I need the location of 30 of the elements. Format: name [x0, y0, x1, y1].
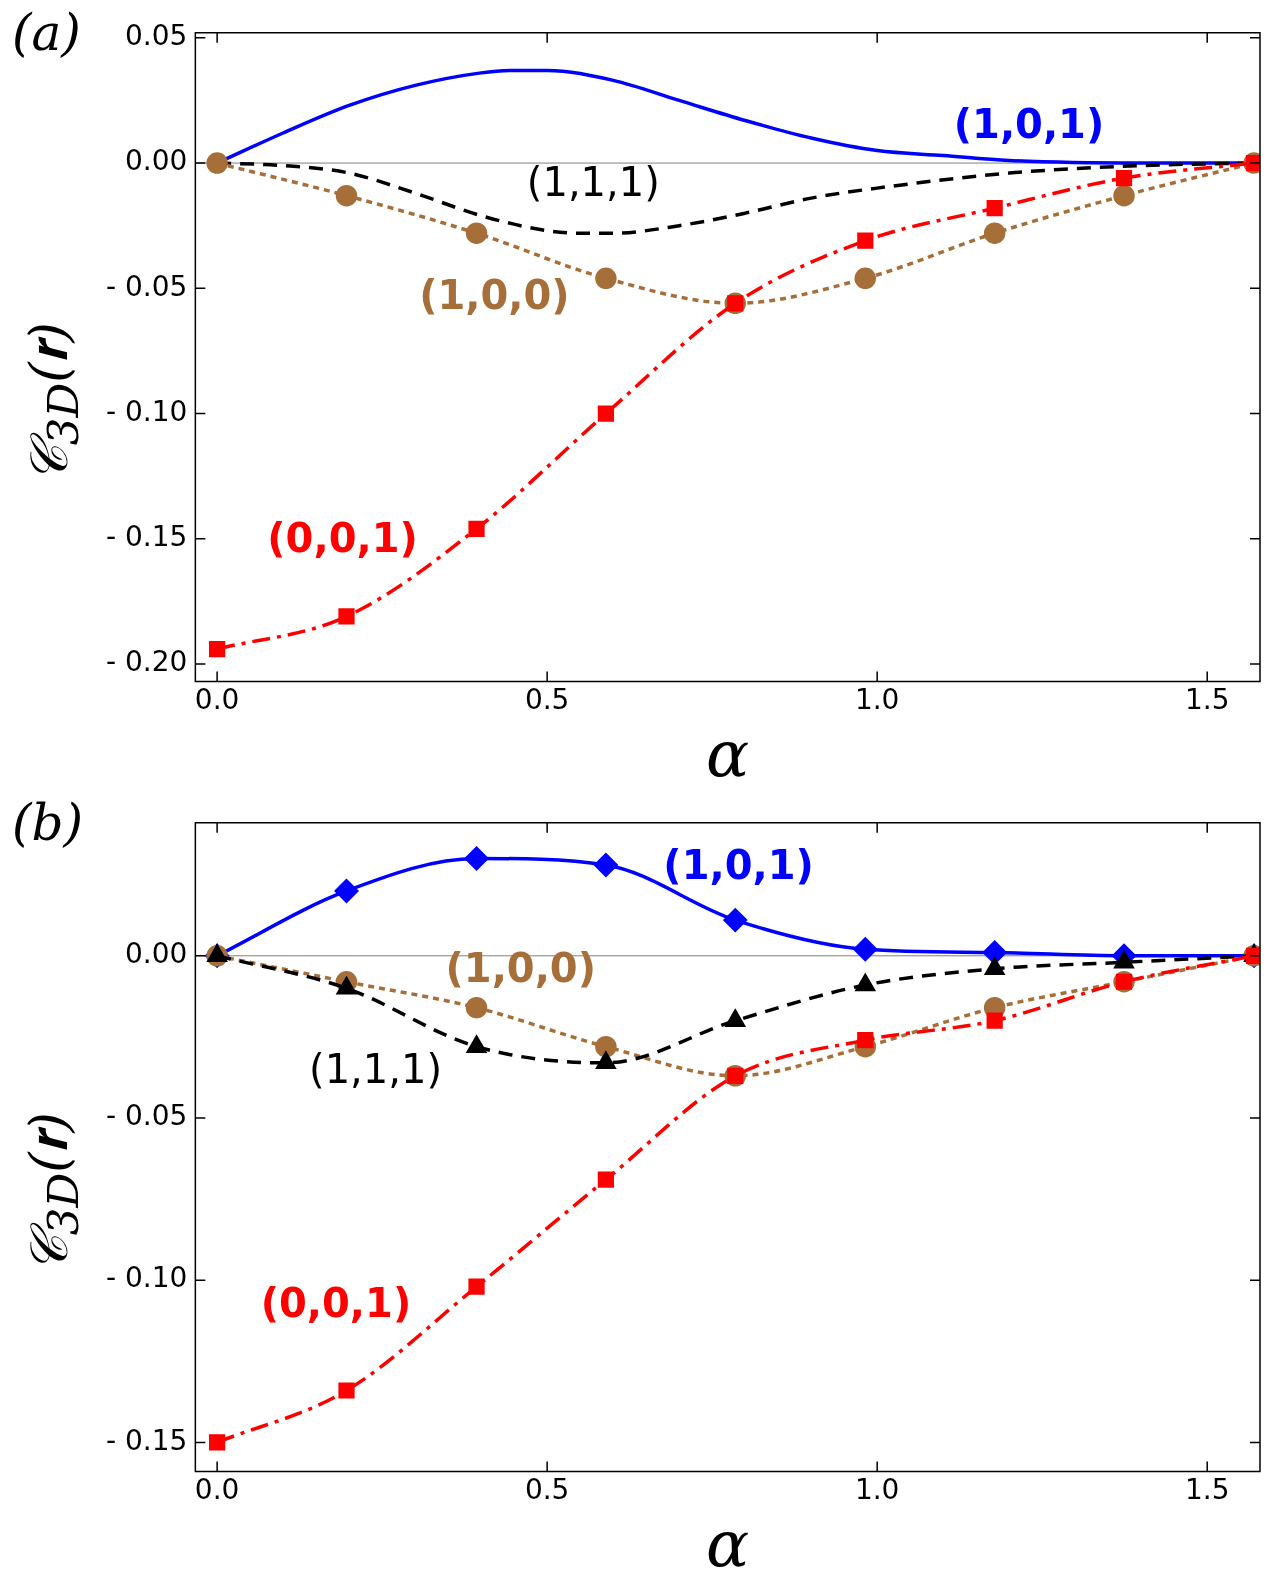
- x-axis-title: α: [706, 717, 750, 792]
- y-tick-label: - 0.05: [105, 269, 188, 303]
- y-tick-label: - 0.15: [105, 520, 188, 554]
- y-tick-label: - 0.05: [105, 1099, 188, 1133]
- x-tick-label: 1.0: [854, 1472, 900, 1506]
- x-axis-title: α: [706, 1507, 750, 1582]
- series-label: (1,0,0): [445, 945, 596, 992]
- series-label: (1,0,0): [419, 271, 570, 318]
- y-tick-label: 0.00: [125, 144, 188, 178]
- series-label: (0,0,1): [260, 1279, 412, 1326]
- x-tick-label: 0.5: [524, 682, 570, 716]
- y-tick-label: - 0.10: [105, 1261, 188, 1295]
- y-tick-label: 0.05: [125, 19, 188, 53]
- series-label: (1,0,1): [663, 841, 814, 888]
- series-label: (1,1,1): [526, 159, 660, 205]
- x-tick-label: 0.0: [194, 1472, 240, 1506]
- y-tick-label: 0.00: [125, 937, 188, 971]
- y-tick-label: - 0.10: [105, 394, 188, 428]
- y-tick-label: - 0.20: [105, 645, 188, 679]
- text: (a): [12, 3, 81, 62]
- series-label: (1,1,1): [309, 1045, 443, 1092]
- x-tick-label: 1.5: [1184, 682, 1230, 716]
- x-tick-label: 1.5: [1184, 1472, 1230, 1506]
- y-tick-label: - 0.15: [105, 1423, 188, 1457]
- text: (b): [12, 793, 84, 852]
- x-tick-label: 1.0: [854, 682, 900, 716]
- x-tick-label: 0.5: [524, 1472, 570, 1506]
- series-label: (0,0,1): [267, 514, 418, 561]
- x-tick-label: 0.0: [194, 682, 240, 716]
- series-label: (1,0,1): [953, 101, 1105, 148]
